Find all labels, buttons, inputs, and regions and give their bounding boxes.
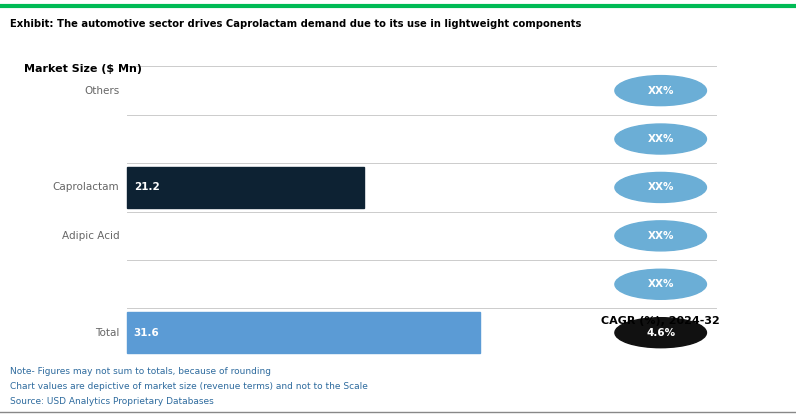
- Text: XX%: XX%: [647, 134, 674, 144]
- Ellipse shape: [615, 221, 707, 251]
- Text: Note- Figures may not sum to totals, because of rounding: Note- Figures may not sum to totals, bec…: [10, 367, 271, 376]
- Text: 4.6%: 4.6%: [646, 328, 675, 338]
- Text: 21.2: 21.2: [134, 183, 159, 193]
- Ellipse shape: [615, 318, 707, 348]
- Bar: [127, 167, 364, 208]
- Text: XX%: XX%: [647, 279, 674, 289]
- Text: XX%: XX%: [647, 231, 674, 241]
- Text: XX%: XX%: [647, 85, 674, 95]
- Ellipse shape: [615, 76, 707, 106]
- Text: Adipic Acid: Adipic Acid: [62, 231, 119, 241]
- Text: Total: Total: [95, 328, 119, 338]
- Text: XX%: XX%: [647, 183, 674, 193]
- Text: Exhibit: The automotive sector drives Caprolactam demand due to its use in light: Exhibit: The automotive sector drives Ca…: [10, 19, 581, 29]
- Text: Chart values are depictive of market size (revenue terms) and not to the Scale: Chart values are depictive of market siz…: [10, 382, 368, 391]
- Text: CAGR (%), 2024-32: CAGR (%), 2024-32: [601, 316, 720, 326]
- Text: 31.6: 31.6: [134, 328, 159, 338]
- Text: Market Size ($ Mn): Market Size ($ Mn): [24, 64, 142, 74]
- Text: Caprolactam: Caprolactam: [53, 183, 119, 193]
- Bar: [127, 312, 479, 353]
- Ellipse shape: [615, 173, 707, 203]
- Text: Source: USD Analytics Proprietary Databases: Source: USD Analytics Proprietary Databa…: [10, 397, 213, 406]
- Text: Others: Others: [84, 85, 119, 95]
- Ellipse shape: [615, 269, 707, 299]
- Ellipse shape: [615, 124, 707, 154]
